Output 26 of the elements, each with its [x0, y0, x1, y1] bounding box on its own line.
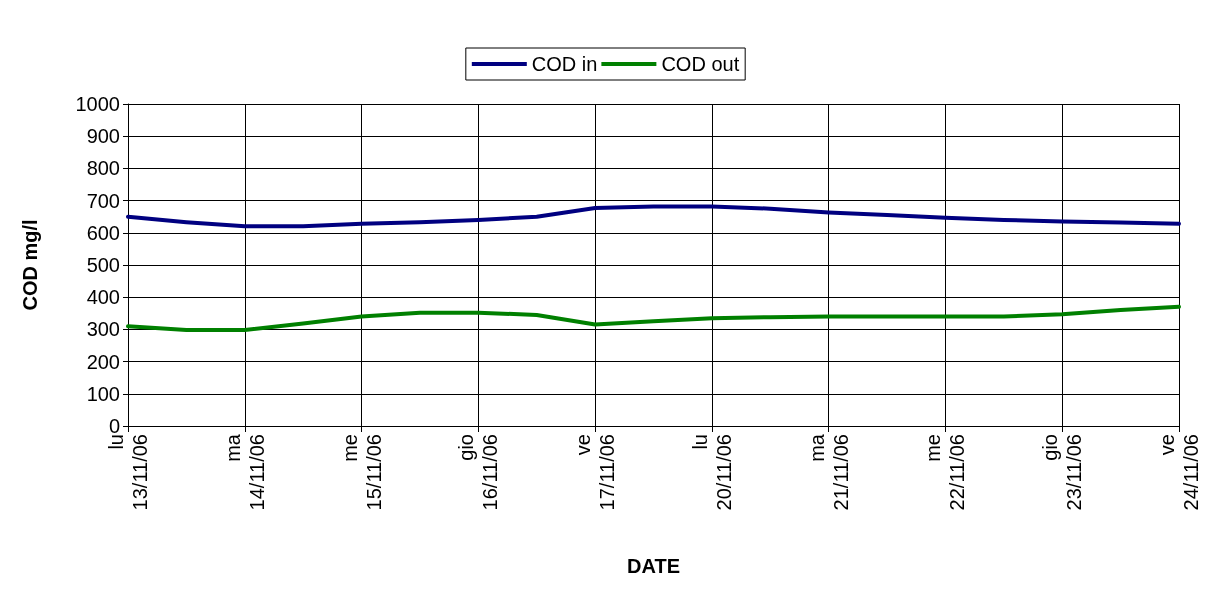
y-tick-label: 100	[86, 382, 120, 405]
x-axis-title: DATE	[627, 555, 680, 577]
x-tick-label: ve 17/11/06	[572, 434, 619, 511]
x-tick-label: gio 16/11/06	[455, 434, 502, 511]
line-series	[126, 204, 1181, 229]
legend-label: COD out	[661, 53, 740, 75]
y-tick-label: 400	[86, 286, 120, 309]
x-tick-label: lu 20/11/06	[688, 434, 735, 511]
x-tick-label: ma 14/11/06	[221, 433, 268, 511]
x-tick-label: gio 23/11/06	[1039, 434, 1086, 511]
x-tick-label: ma 21/11/06	[805, 433, 852, 511]
y-tick-label: 600	[86, 221, 120, 244]
x-tick-label: lu 13/11/06	[105, 434, 151, 511]
x-tick-label: ve 24/11/06	[1156, 434, 1202, 511]
x-tick-label: me 15/11/06	[338, 434, 385, 511]
x-tick-label: me 22/11/06	[922, 434, 969, 511]
y-tick-label: 500	[86, 254, 120, 276]
y-tick-label: 800	[86, 157, 120, 180]
y-tick-label: 200	[86, 350, 120, 373]
y-axis-title: COD mg/l	[19, 219, 41, 311]
y-tick-label: 300	[86, 318, 120, 341]
line-series	[126, 304, 1181, 333]
y-tick-label: 900	[86, 125, 120, 148]
y-tick-label: 700	[86, 189, 120, 212]
legend-label: COD in	[531, 53, 598, 75]
y-tick-label: 1000	[75, 93, 120, 115]
